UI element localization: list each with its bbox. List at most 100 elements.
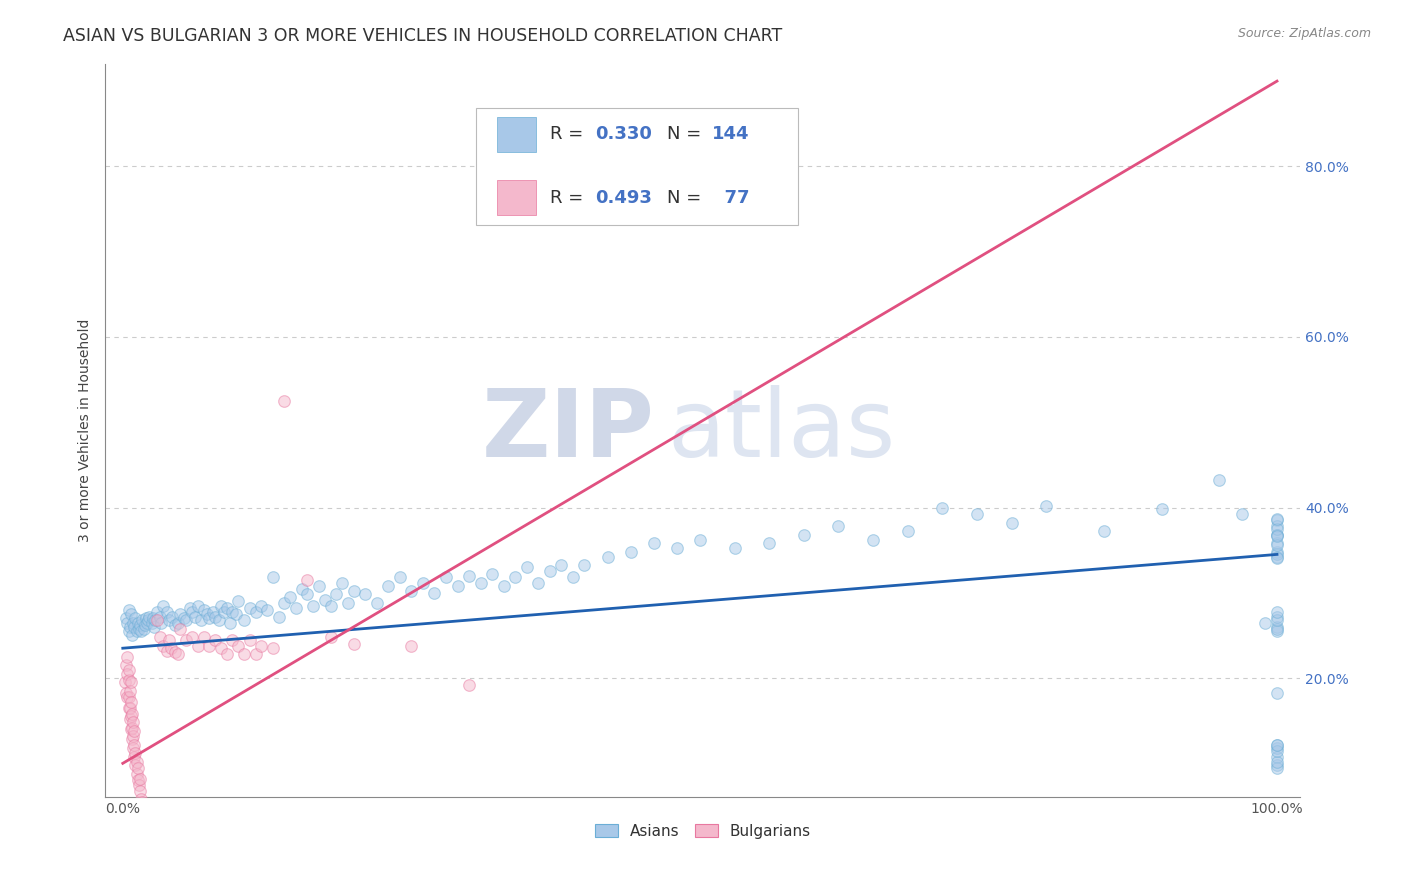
Point bbox=[723, 541, 745, 556]
Point bbox=[226, 639, 249, 653]
Y-axis label: 3 or more Vehicles in Household: 3 or more Vehicles in Household bbox=[79, 319, 93, 542]
Point bbox=[423, 586, 446, 600]
Point bbox=[138, 809, 160, 823]
Point bbox=[167, 647, 190, 661]
Point bbox=[121, 732, 143, 747]
Point bbox=[262, 641, 284, 656]
Point bbox=[157, 613, 180, 627]
Point bbox=[115, 686, 138, 700]
Point bbox=[1265, 749, 1288, 764]
Point bbox=[1208, 473, 1230, 487]
Point bbox=[596, 549, 619, 564]
Point bbox=[1265, 529, 1288, 543]
Point bbox=[256, 603, 278, 617]
Point bbox=[1265, 624, 1288, 639]
Point bbox=[131, 795, 153, 809]
Point bbox=[215, 601, 238, 615]
Point bbox=[1150, 502, 1173, 516]
Point bbox=[262, 570, 284, 584]
Point bbox=[278, 590, 301, 604]
Point bbox=[1265, 743, 1288, 757]
Point bbox=[124, 758, 146, 772]
Point bbox=[117, 603, 139, 617]
Point bbox=[1092, 524, 1115, 539]
Point bbox=[132, 797, 155, 812]
Point bbox=[184, 609, 207, 624]
Point bbox=[1265, 547, 1288, 561]
Text: ZIP: ZIP bbox=[482, 384, 655, 476]
Text: 77: 77 bbox=[713, 188, 749, 207]
FancyBboxPatch shape bbox=[498, 180, 536, 215]
Point bbox=[129, 624, 152, 639]
Point bbox=[297, 573, 319, 587]
Point bbox=[128, 778, 150, 792]
Point bbox=[127, 773, 149, 788]
FancyBboxPatch shape bbox=[498, 117, 536, 152]
Point bbox=[233, 613, 256, 627]
Point bbox=[156, 644, 179, 658]
Point bbox=[187, 599, 209, 613]
Text: atlas: atlas bbox=[666, 384, 896, 476]
Point bbox=[1265, 613, 1288, 627]
Point bbox=[219, 615, 242, 630]
Point bbox=[139, 812, 162, 826]
Point bbox=[134, 618, 156, 632]
Point bbox=[209, 599, 232, 613]
Point bbox=[149, 609, 172, 624]
Text: ASIAN VS BULGARIAN 3 OR MORE VEHICLES IN HOUSEHOLD CORRELATION CHART: ASIAN VS BULGARIAN 3 OR MORE VEHICLES IN… bbox=[63, 27, 783, 45]
Point bbox=[118, 712, 141, 726]
Point bbox=[115, 611, 138, 625]
Point bbox=[308, 579, 330, 593]
Point bbox=[221, 605, 243, 619]
Text: 0.330: 0.330 bbox=[595, 126, 652, 144]
Point bbox=[127, 615, 149, 630]
Point bbox=[434, 570, 457, 584]
Point bbox=[401, 584, 423, 599]
Point bbox=[124, 746, 146, 760]
Point bbox=[1265, 536, 1288, 550]
Point bbox=[149, 615, 172, 630]
Point bbox=[179, 601, 201, 615]
Point bbox=[250, 639, 273, 653]
Point bbox=[118, 620, 141, 634]
Point bbox=[136, 805, 159, 820]
Point bbox=[245, 647, 267, 661]
Point bbox=[291, 582, 314, 596]
Point bbox=[1035, 499, 1057, 513]
Point bbox=[163, 618, 186, 632]
Point bbox=[1265, 528, 1288, 542]
Point bbox=[204, 632, 226, 647]
Point bbox=[146, 613, 169, 627]
Point bbox=[1265, 622, 1288, 636]
Point bbox=[117, 649, 139, 664]
Point bbox=[181, 630, 204, 644]
Point bbox=[201, 605, 224, 619]
Point bbox=[503, 570, 526, 584]
Point bbox=[1265, 519, 1288, 533]
Point bbox=[446, 579, 468, 593]
Text: R =: R = bbox=[550, 126, 589, 144]
Point bbox=[157, 632, 180, 647]
Point bbox=[574, 558, 596, 573]
Point bbox=[146, 605, 169, 619]
Point bbox=[135, 803, 157, 817]
Point bbox=[1265, 741, 1288, 756]
Point bbox=[181, 605, 204, 619]
Text: N =: N = bbox=[666, 188, 707, 207]
Point bbox=[343, 637, 366, 651]
Point bbox=[117, 690, 139, 704]
Point bbox=[198, 611, 221, 625]
Point bbox=[336, 596, 359, 610]
Point bbox=[550, 558, 572, 573]
Point bbox=[273, 393, 295, 408]
Point bbox=[366, 596, 388, 610]
Point bbox=[314, 592, 336, 607]
Point bbox=[897, 524, 920, 539]
Point bbox=[215, 647, 238, 661]
Point bbox=[233, 647, 256, 661]
Point bbox=[1265, 756, 1288, 770]
Point bbox=[120, 675, 142, 690]
Point bbox=[1265, 528, 1288, 542]
Point bbox=[117, 615, 139, 630]
Point bbox=[1265, 620, 1288, 634]
